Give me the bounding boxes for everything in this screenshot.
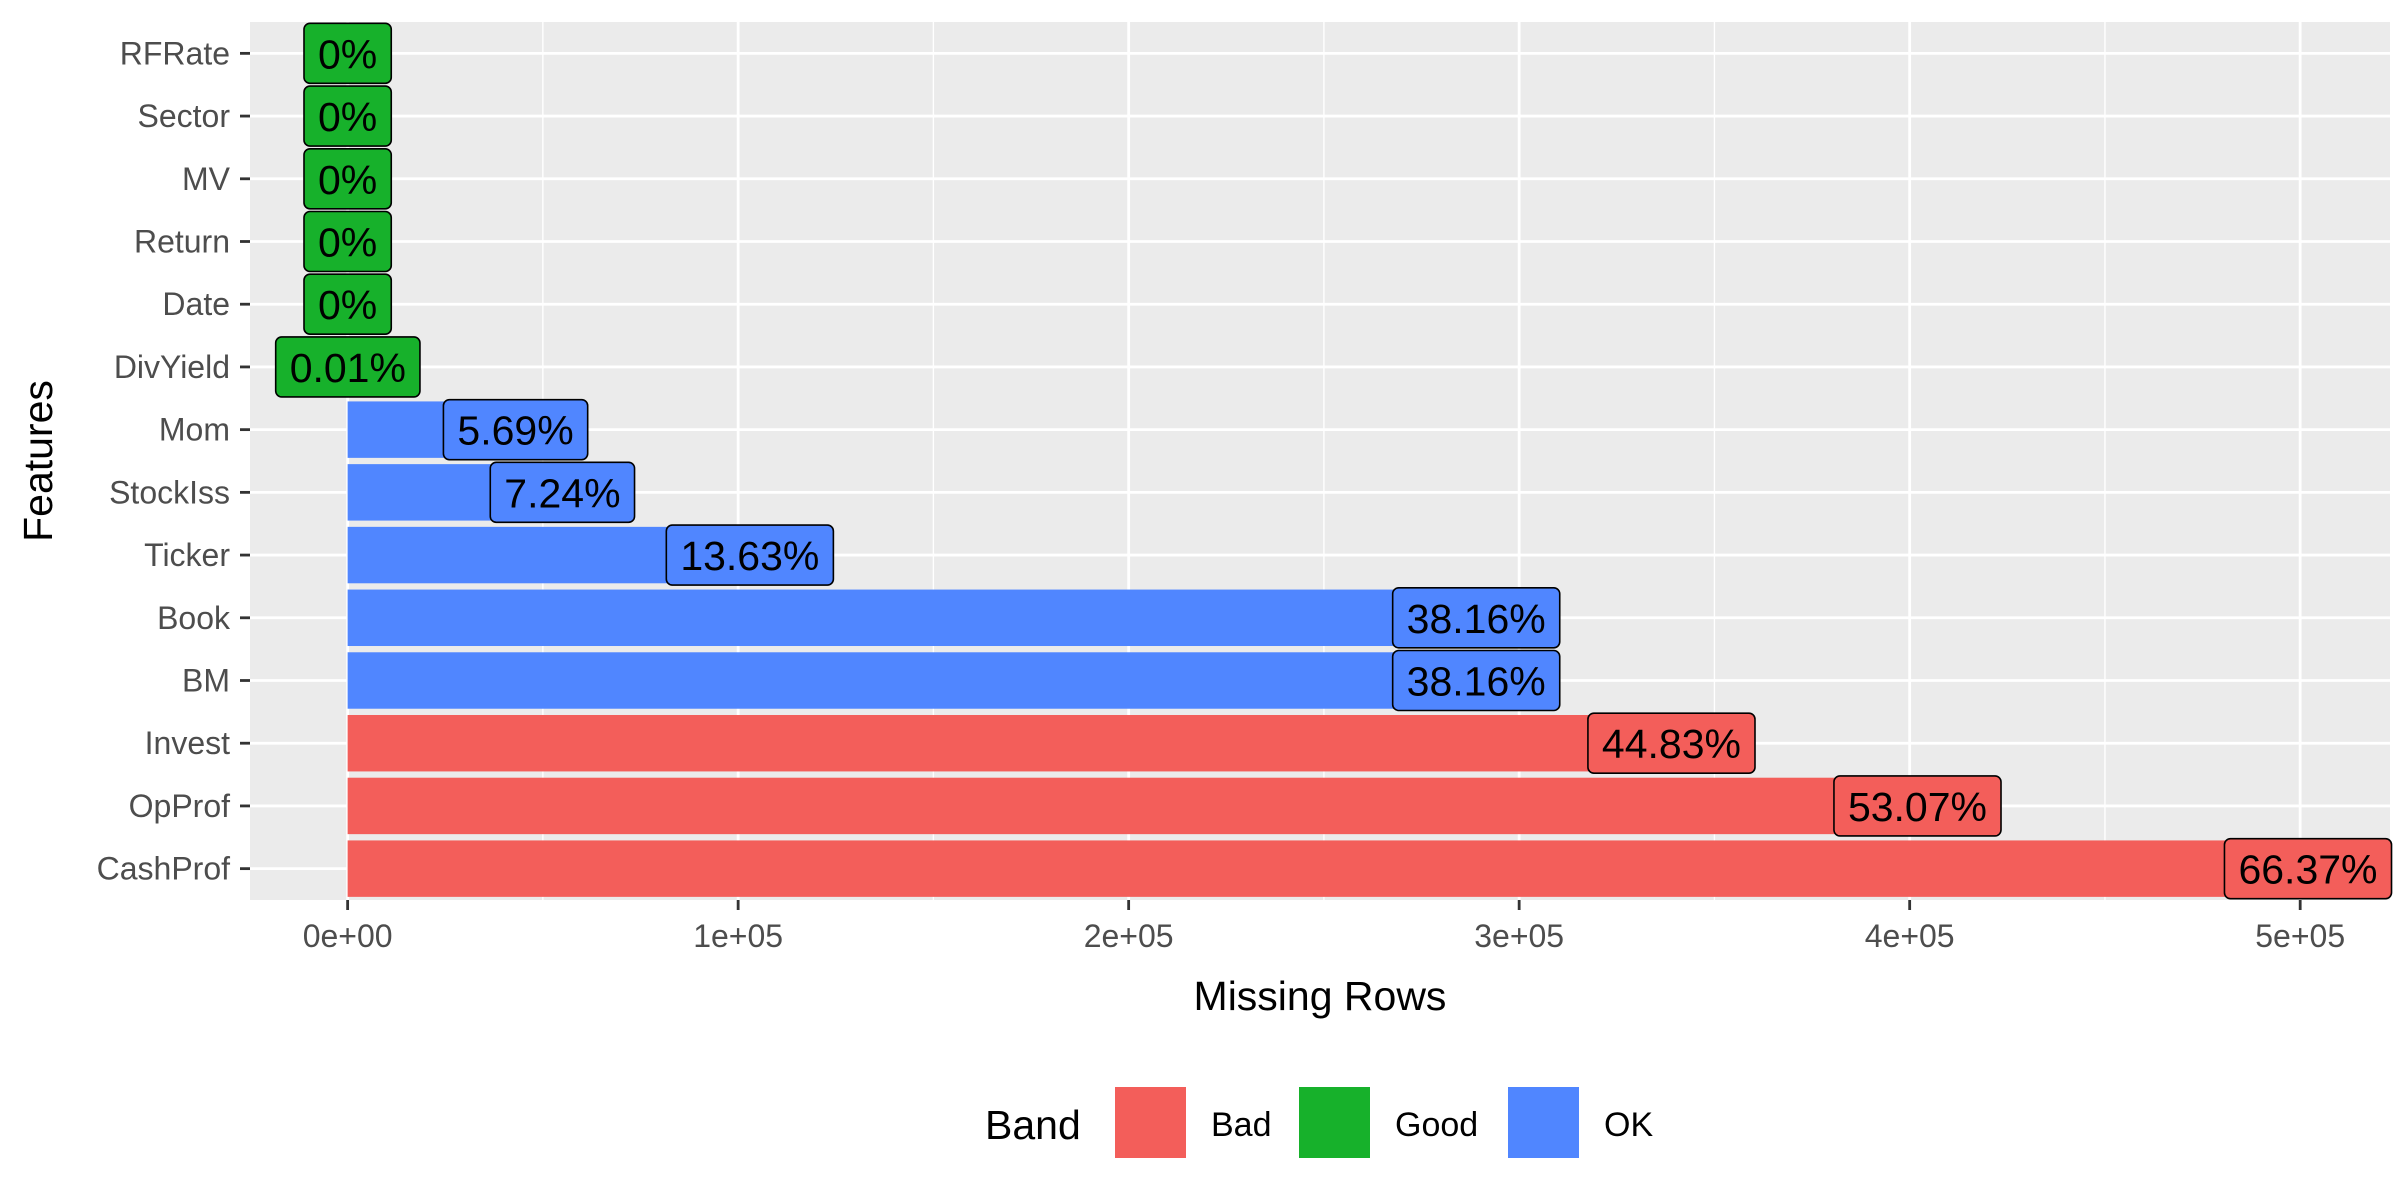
bar-invest — [347, 714, 1672, 772]
y-tick-label-sector: Sector — [138, 98, 231, 134]
data-label-sector: 0% — [303, 85, 393, 147]
data-label-box — [1391, 649, 1561, 712]
data-label-text: 13.63% — [680, 533, 819, 579]
data-label-text: 44.83% — [1602, 721, 1741, 767]
data-label-box — [1587, 712, 1756, 775]
x-axis: 0e+00 1e+05 2e+05 3e+05 4e+05 5e+05 — [303, 900, 2345, 954]
data-label-box — [442, 398, 589, 461]
legend-item-bad: Bad — [1115, 1087, 1272, 1158]
data-label-text: 53.07% — [1848, 784, 1987, 830]
data-label-bm: 38.16% — [1391, 649, 1561, 712]
y-tick-label-stockiss: StockIss — [109, 474, 230, 510]
bar-opprof — [347, 777, 1918, 835]
bar-cashprof — [347, 840, 2308, 897]
legend-item-ok: OK — [1508, 1087, 1653, 1158]
data-label-return: 0% — [303, 210, 393, 273]
data-label-text: 0% — [318, 31, 377, 77]
y-tick-label-mv: MV — [182, 161, 231, 197]
data-label-text: 5.69% — [457, 408, 573, 454]
x-tick-label: 5e+05 — [2255, 918, 2345, 954]
data-label-box — [1391, 586, 1561, 649]
legend-title: Band — [985, 1102, 1081, 1148]
data-label-box — [2223, 837, 2393, 900]
data-label-text: 0% — [318, 157, 377, 203]
data-label-text: 0% — [318, 220, 377, 266]
data-label-invest: 44.83% — [1587, 712, 1756, 775]
y-axis-title: Features — [15, 380, 61, 542]
y-tick-label-invest: Invest — [145, 725, 230, 761]
y-tick-label-return: Return — [134, 224, 230, 260]
bar-book — [347, 589, 1477, 647]
legend-key-good — [1299, 1087, 1370, 1158]
data-label-box — [665, 524, 835, 586]
y-tick-label-bm: BM — [182, 663, 230, 699]
data-label-box — [303, 22, 393, 85]
data-label-box — [303, 210, 393, 273]
legend: Band Bad Good OK — [985, 1087, 1653, 1158]
y-tick-label-mom: Mom — [159, 412, 230, 448]
data-label-mv: 0% — [303, 147, 393, 210]
y-tick-label-rfrate: RFRate — [120, 35, 230, 71]
x-tick-label: 3e+05 — [1474, 918, 1564, 954]
y-tick-label-cashprof: CashProf — [97, 851, 231, 887]
y-tick-label-date: Date — [162, 286, 230, 322]
data-label-box — [274, 336, 421, 398]
x-tick-label: 2e+05 — [1084, 918, 1174, 954]
bars — [347, 338, 2308, 897]
legend-key-ok — [1508, 1087, 1579, 1158]
data-label-box — [1833, 775, 2002, 837]
legend-key-bad — [1115, 1087, 1186, 1158]
data-label-stockiss: 7.24% — [489, 461, 636, 524]
legend-item-good: Good — [1299, 1087, 1478, 1158]
data-label-text: 66.37% — [2238, 847, 2377, 893]
data-label-ticker: 13.63% — [665, 524, 835, 586]
y-tick-label-opprof: OpProf — [129, 788, 230, 824]
data-label-box — [489, 461, 636, 524]
data-label-text: 0% — [318, 94, 377, 140]
y-tick-label-divyield: DivYield — [114, 349, 230, 385]
data-label-mom: 5.69% — [442, 398, 589, 461]
data-label-text: 7.24% — [504, 470, 620, 516]
y-tick-label-book: Book — [157, 600, 231, 636]
data-label-rfrate: 0% — [303, 22, 393, 85]
legend-label-good: Good — [1395, 1106, 1478, 1144]
bar-bm — [347, 652, 1477, 709]
legend-label-ok: OK — [1604, 1106, 1653, 1144]
x-tick-label: 1e+05 — [693, 918, 783, 954]
legend-label-bad: Bad — [1211, 1106, 1272, 1144]
y-tick-label-ticker: Ticker — [144, 537, 230, 573]
data-label-text: 0.01% — [290, 345, 406, 391]
x-tick-label: 4e+05 — [1865, 918, 1955, 954]
x-tick-label: 0e+00 — [303, 918, 393, 954]
data-label-opprof: 53.07% — [1833, 775, 2002, 837]
data-label-text: 38.16% — [1407, 659, 1546, 705]
data-label-cashprof: 66.37% — [2223, 837, 2393, 900]
y-axis: RFRate Sector MV Return Date DivYield Mom Stock… — [97, 35, 250, 887]
data-label-book: 38.16% — [1391, 586, 1561, 649]
data-label-box — [303, 273, 393, 336]
data-label-box — [303, 85, 393, 147]
data-label-text: 0% — [318, 282, 377, 328]
data-label-divyield: 0.01% — [274, 336, 421, 398]
data-label-date: 0% — [303, 273, 393, 336]
x-axis-title: Missing Rows — [1194, 973, 1447, 1019]
data-label-box — [303, 147, 393, 210]
data-labels: 0% 0% 0% 0% 0% 0.01% 5.69% 7.24% 13.63% 38.16% 38.… — [274, 22, 2393, 900]
data-label-text: 38.16% — [1407, 596, 1546, 642]
